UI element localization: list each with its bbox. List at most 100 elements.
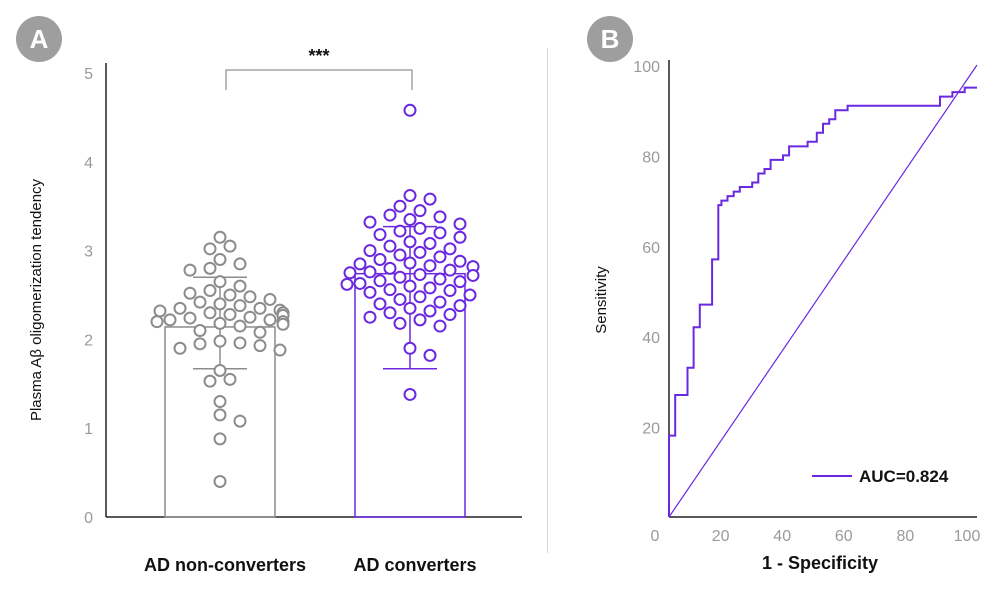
x-tick-label: 0 — [651, 528, 660, 545]
data-point — [373, 252, 387, 266]
y-axis-label: Sensitivity — [593, 266, 610, 334]
data-point — [173, 301, 187, 315]
data-point — [203, 242, 217, 256]
reference-diagonal — [668, 64, 978, 518]
data-point — [403, 189, 417, 203]
data-point — [383, 208, 397, 222]
data-point — [213, 230, 227, 244]
data-point — [213, 334, 227, 348]
data-point — [453, 299, 467, 313]
data-point — [393, 316, 407, 330]
x-category-label: AD non-converters — [144, 555, 306, 575]
data-point — [423, 236, 437, 250]
data-point — [393, 224, 407, 238]
data-point — [403, 301, 417, 315]
x-tick-label: 100 — [954, 528, 981, 545]
x-tick-label: 80 — [897, 528, 915, 545]
data-point — [423, 281, 437, 295]
data-point — [193, 324, 207, 338]
data-point — [213, 408, 227, 422]
panel-divider — [547, 48, 548, 553]
data-point — [213, 275, 227, 289]
data-point — [433, 319, 447, 333]
data-point — [403, 213, 417, 227]
data-point — [433, 272, 447, 286]
data-point — [276, 317, 290, 331]
data-point — [373, 228, 387, 242]
x-tick-label: 60 — [835, 528, 853, 545]
significance-label: *** — [308, 46, 329, 66]
data-point — [213, 474, 227, 488]
y-tick-label: 40 — [642, 330, 660, 347]
data-point — [413, 268, 427, 282]
y-tick-label: 80 — [642, 149, 660, 166]
y-tick-label: 4 — [84, 155, 93, 172]
data-point — [213, 363, 227, 377]
y-tick-label: 60 — [642, 240, 660, 257]
data-point — [393, 270, 407, 284]
data-point — [433, 210, 447, 224]
data-point — [413, 245, 427, 259]
data-point — [213, 297, 227, 311]
data-point — [403, 103, 417, 117]
significance-bracket — [225, 69, 413, 90]
data-point — [233, 319, 247, 333]
y-tick-label: 100 — [633, 59, 660, 76]
data-point — [203, 306, 217, 320]
data-point — [343, 266, 357, 280]
data-point — [433, 250, 447, 264]
data-point — [453, 275, 467, 289]
data-point — [233, 336, 247, 350]
y-axis-label: Plasma Aβ oligomerization tendency — [28, 178, 45, 421]
data-point — [413, 290, 427, 304]
data-point — [363, 310, 377, 324]
data-point — [150, 315, 164, 329]
data-point — [433, 226, 447, 240]
data-point — [453, 230, 467, 244]
data-point — [383, 306, 397, 320]
data-point — [233, 279, 247, 293]
roc-curve — [668, 86, 977, 517]
data-point — [263, 313, 277, 327]
data-point — [213, 316, 227, 330]
data-point — [223, 288, 237, 302]
data-point — [223, 372, 237, 386]
data-point — [233, 257, 247, 271]
x-tick-label: 40 — [773, 528, 791, 545]
data-point — [423, 348, 437, 362]
data-point — [243, 290, 257, 304]
data-point — [203, 284, 217, 298]
data-point — [273, 343, 287, 357]
data-point — [403, 235, 417, 249]
data-point — [363, 215, 377, 229]
data-point — [203, 374, 217, 388]
x-category-label: AD converters — [353, 555, 476, 575]
legend-label: AUC=0.824 — [859, 467, 949, 486]
data-point — [203, 261, 217, 275]
data-point — [443, 284, 457, 298]
data-point — [173, 341, 187, 355]
data-point — [363, 285, 377, 299]
data-point — [373, 274, 387, 288]
y-tick-label: 3 — [84, 244, 93, 261]
data-point — [233, 299, 247, 313]
data-point — [223, 239, 237, 253]
data-point — [413, 313, 427, 327]
data-point — [443, 308, 457, 322]
data-point — [423, 192, 437, 206]
data-point — [263, 292, 277, 306]
data-point — [403, 256, 417, 270]
data-point — [413, 221, 427, 235]
data-point — [383, 261, 397, 275]
data-point — [353, 276, 367, 290]
data-point — [193, 295, 207, 309]
x-axis-label: 1 - Specificity — [762, 553, 878, 573]
data-point — [463, 288, 477, 302]
data-point — [423, 304, 437, 318]
data-point — [403, 341, 417, 355]
data-point — [193, 337, 207, 351]
data-point — [340, 277, 354, 291]
y-tick-label: 2 — [84, 332, 93, 349]
x-tick-label: 20 — [712, 528, 730, 545]
data-point — [453, 254, 467, 268]
